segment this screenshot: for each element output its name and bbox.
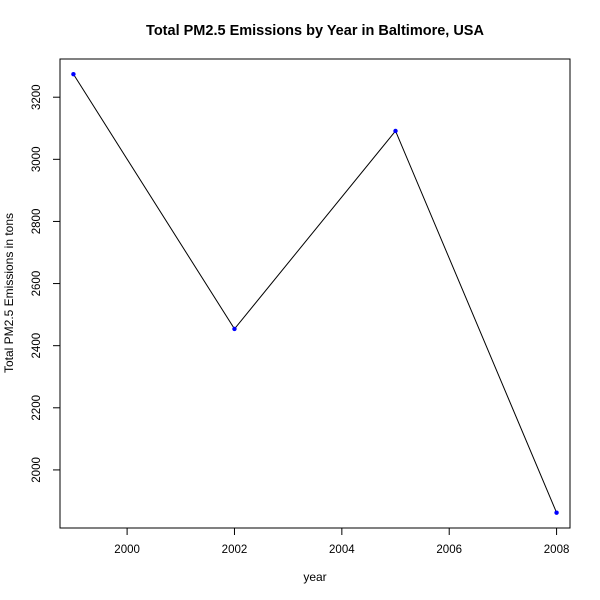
y-tick-label: 2000 [31, 457, 43, 483]
x-tick-label: 2006 [436, 544, 462, 556]
y-tick-label: 2200 [31, 395, 43, 421]
data-point [71, 71, 76, 77]
series-layer [71, 71, 559, 515]
data-point [393, 128, 398, 134]
y-axis-label: Total PM2.5 Emissions in tons [2, 213, 16, 373]
x-axis: 2000 2002 2004 2006 2008 [114, 527, 570, 556]
series-line [72, 73, 558, 513]
x-tick-label: 2008 [544, 544, 570, 556]
x-tick-label: 2004 [329, 544, 355, 556]
x-axis-label: year [303, 570, 326, 584]
data-point [232, 326, 237, 332]
x-tick-label: 2002 [222, 544, 248, 556]
y-tick-label: 3000 [31, 147, 43, 173]
x-tick-label: 2000 [114, 544, 140, 556]
y-tick-label: 2800 [31, 209, 43, 235]
y-tick-label: 2600 [31, 271, 43, 297]
chart-title: Total PM2.5 Emissions by Year in Baltimo… [146, 23, 484, 39]
data-point [554, 510, 559, 515]
y-tick-label: 3200 [31, 84, 43, 110]
y-axis: 2000 2200 2400 2600 2800 3000 3200 [31, 84, 61, 483]
y-tick-label: 2400 [31, 333, 43, 359]
